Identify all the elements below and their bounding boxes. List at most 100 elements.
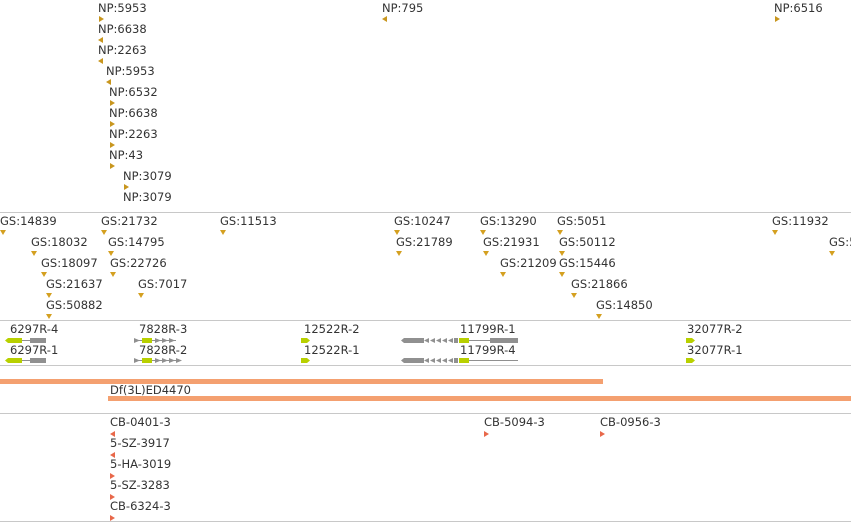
gs-label: GS:14850: [596, 298, 653, 312]
gs-track: GS:14839 GS:21732 GS:11513 GS:10247 GS:1…: [0, 213, 851, 320]
transcript-12522R-2-glyph: [301, 338, 310, 343]
track-separator: [0, 365, 851, 366]
left-arrow-icon: [382, 16, 387, 22]
transcript-7828R-2-glyph: [134, 358, 182, 363]
track-separator: [0, 320, 851, 321]
np-label: NP:2263: [109, 127, 158, 141]
transcript-11799R-1-glyph: [401, 338, 518, 343]
down-arrow-icon: [108, 251, 114, 256]
transcript-label[interactable]: 6297R-4: [10, 322, 59, 336]
down-arrow-icon: [0, 230, 6, 235]
left-arrow-icon: [110, 452, 115, 458]
right-arrow-icon: [110, 473, 115, 479]
transcript-label[interactable]: 11799R-4: [460, 343, 516, 357]
transcript-label[interactable]: 32077R-1: [687, 343, 743, 357]
gs-label: GS:21789: [396, 235, 453, 249]
gs-label: GS:14795: [108, 235, 165, 249]
right-arrow-icon: [110, 494, 115, 500]
left-arrow-icon: [98, 37, 103, 43]
transcript-label[interactable]: 32077R-2: [687, 322, 743, 336]
np-label: NP:2263: [98, 43, 147, 57]
transcript-track: 6297R-4 7828R-3 12522R-2 11799R-1 32077R…: [0, 321, 851, 365]
gs-label: GS:15446: [559, 256, 616, 270]
gs-label: GS:50112: [559, 235, 616, 249]
gs-label: GS:14839: [0, 214, 57, 228]
transcript-label[interactable]: 6297R-1: [10, 343, 59, 357]
cb-label: 5-SZ-3283: [110, 478, 170, 492]
transcript-6297R-4-glyph: [5, 338, 46, 343]
transcript-6297R-1-glyph: [5, 358, 46, 363]
left-arrow-icon: [98, 58, 103, 64]
down-arrow-icon: [596, 314, 602, 319]
right-arrow-icon: [110, 121, 115, 127]
transcript-11799R-4-glyph: [401, 358, 518, 363]
right-arrow-icon: [110, 163, 115, 169]
left-arrow-icon: [110, 431, 115, 437]
right-arrow-icon: [124, 184, 129, 190]
cb-label: CB-6324-3: [110, 499, 171, 513]
down-arrow-icon: [559, 272, 565, 277]
transcript-label[interactable]: 12522R-1: [304, 343, 360, 357]
np-label: NP:5953: [98, 1, 147, 15]
track-separator: [0, 521, 851, 522]
right-arrow-icon: [110, 515, 115, 521]
gs-label: GS:50882: [46, 298, 103, 312]
np-label: NP:5953: [106, 64, 155, 78]
right-arrow-icon: [110, 142, 115, 148]
np-label: NP:795: [382, 1, 424, 15]
down-arrow-icon: [138, 293, 144, 298]
down-arrow-icon: [394, 230, 400, 235]
transcript-12522R-1-glyph: [301, 358, 310, 363]
down-arrow-icon: [101, 230, 107, 235]
np-label: NP:6638: [98, 22, 147, 36]
transcript-glyphs: [5, 338, 695, 363]
down-arrow-icon: [829, 251, 835, 256]
gs-label: GS:21209: [500, 256, 557, 270]
transcript-32077R-2-glyph: [686, 338, 695, 343]
gs-label: GS:7017: [138, 277, 188, 291]
deficiency-bar[interactable]: [0, 379, 603, 384]
deficiency-label[interactable]: Df(3L)ED4470: [110, 383, 191, 397]
transcript-32077R-1-glyph: [686, 358, 695, 363]
gs-label: GS:21637: [46, 277, 103, 291]
right-arrow-icon: [775, 16, 780, 22]
cb-label: CB-0956-3: [600, 415, 661, 429]
gs-label: GS:18097: [41, 256, 98, 270]
left-arrow-icon: [106, 79, 111, 85]
cb-label: CB-0401-3: [110, 415, 171, 429]
down-arrow-icon: [396, 251, 402, 256]
np-label: NP:43: [109, 148, 144, 162]
track-separator: [0, 413, 851, 414]
down-arrow-icon: [483, 251, 489, 256]
gs-label: GS:22726: [110, 256, 167, 270]
deficiency-track: Df(3L)ED4470: [0, 366, 851, 413]
right-arrow-icon: [484, 431, 489, 437]
down-arrow-icon: [220, 230, 226, 235]
gs-label: GS:21866: [571, 277, 628, 291]
down-arrow-icon: [480, 230, 486, 235]
down-arrow-icon: [500, 272, 506, 277]
cb-label: CB-5094-3: [484, 415, 545, 429]
np-label: NP:3079: [123, 169, 172, 183]
gs-label: GS:21732: [101, 214, 158, 228]
transcript-label[interactable]: 7828R-2: [139, 343, 188, 357]
down-arrow-icon: [46, 314, 52, 319]
transcript-label[interactable]: 12522R-2: [304, 322, 360, 336]
gs-label: GS:10247: [394, 214, 451, 228]
np-label: NP:6638: [109, 106, 158, 120]
deficiency-bar[interactable]: [108, 396, 851, 401]
gs-label: GS:18032: [31, 235, 88, 249]
gs-label: GS:5: [829, 235, 851, 249]
right-arrow-icon: [99, 16, 104, 22]
gs-label: GS:5051: [557, 214, 607, 228]
np-track: NP:5953 NP:795 NP:6516 NP:6638 NP:2263 N…: [0, 0, 851, 212]
transcript-label[interactable]: 11799R-1: [460, 322, 516, 336]
gs-label: GS:21931: [483, 235, 540, 249]
cb-label: 5-HA-3019: [110, 457, 172, 471]
np-label: NP:3079: [123, 190, 172, 204]
np-label: NP:6516: [774, 1, 823, 15]
np-label: NP:6532: [109, 85, 158, 99]
transcript-label[interactable]: 7828R-3: [139, 322, 188, 336]
transcript-7828R-3-glyph: [134, 338, 176, 343]
down-arrow-icon: [41, 272, 47, 277]
